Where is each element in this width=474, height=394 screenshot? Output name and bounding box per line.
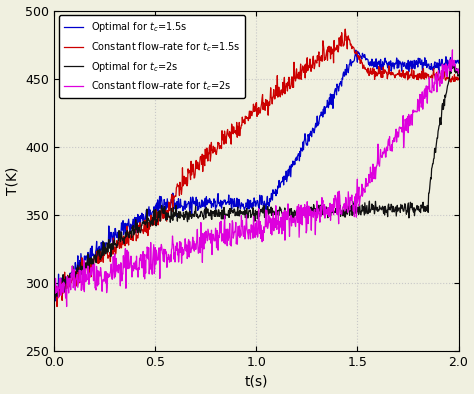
Constant flow–rate for $t_c$=2s (231, 230, 237, 234)
Optimal for $t_c$=1.5s (353, 48, 359, 52)
Constant flow–rate for $t_c$=2s (217, 220, 223, 225)
Optimal for $t_c$=1.5s (53, 299, 58, 303)
Constant flow–rate for $t_c$=1.5s (287, 84, 292, 89)
Optimal for $t_c$=2s (52, 296, 58, 300)
Constant flow–rate for $t_c$=2s (133, 259, 138, 264)
Optimal for $t_c$=1.5s (76, 262, 82, 266)
Constant flow–rate for $t_c$=1.5s (456, 77, 461, 82)
Y-axis label: T(K): T(K) (6, 167, 19, 195)
Legend: Optimal for $t_c$=1.5s, Constant flow–rate for $t_c$=1.5s, Optimal for $t_c$=2s,: Optimal for $t_c$=1.5s, Constant flow–ra… (59, 15, 246, 98)
Constant flow–rate for $t_c$=2s (51, 289, 57, 294)
Optimal for $t_c$=2s (51, 292, 57, 297)
Constant flow–rate for $t_c$=1.5s (51, 303, 57, 307)
Optimal for $t_c$=2s (81, 265, 86, 270)
Constant flow–rate for $t_c$=2s (456, 71, 461, 76)
Line: Constant flow–rate for $t_c$=1.5s: Constant flow–rate for $t_c$=1.5s (54, 29, 458, 307)
Constant flow–rate for $t_c$=2s (64, 304, 70, 309)
Optimal for $t_c$=1.5s (297, 149, 303, 154)
Constant flow–rate for $t_c$=2s (336, 189, 342, 193)
Line: Optimal for $t_c$=1.5s: Optimal for $t_c$=1.5s (54, 50, 458, 301)
Constant flow–rate for $t_c$=1.5s (400, 68, 406, 73)
Constant flow–rate for $t_c$=2s (337, 205, 343, 210)
Optimal for $t_c$=2s (449, 60, 455, 65)
Constant flow–rate for $t_c$=1.5s (54, 304, 60, 309)
Optimal for $t_c$=2s (418, 203, 424, 207)
Constant flow–rate for $t_c$=1.5s (76, 281, 82, 285)
Constant flow–rate for $t_c$=2s (213, 230, 219, 234)
Optimal for $t_c$=1.5s (401, 64, 407, 69)
Line: Optimal for $t_c$=2s: Optimal for $t_c$=2s (54, 63, 458, 298)
Optimal for $t_c$=2s (456, 73, 461, 78)
X-axis label: t(s): t(s) (245, 374, 268, 388)
Optimal for $t_c$=1.5s (51, 292, 57, 297)
Optimal for $t_c$=1.5s (286, 166, 292, 171)
Constant flow–rate for $t_c$=1.5s (342, 27, 348, 32)
Optimal for $t_c$=2s (90, 261, 95, 266)
Optimal for $t_c$=2s (165, 211, 171, 216)
Constant flow–rate for $t_c$=2s (450, 48, 456, 52)
Line: Constant flow–rate for $t_c$=2s: Constant flow–rate for $t_c$=2s (54, 50, 458, 307)
Optimal for $t_c$=1.5s (456, 61, 461, 65)
Optimal for $t_c$=2s (197, 214, 203, 219)
Constant flow–rate for $t_c$=1.5s (359, 61, 365, 65)
Optimal for $t_c$=1.5s (359, 57, 365, 61)
Constant flow–rate for $t_c$=1.5s (297, 72, 303, 77)
Constant flow–rate for $t_c$=1.5s (310, 65, 315, 70)
Optimal for $t_c$=2s (308, 206, 313, 210)
Optimal for $t_c$=1.5s (309, 129, 315, 134)
